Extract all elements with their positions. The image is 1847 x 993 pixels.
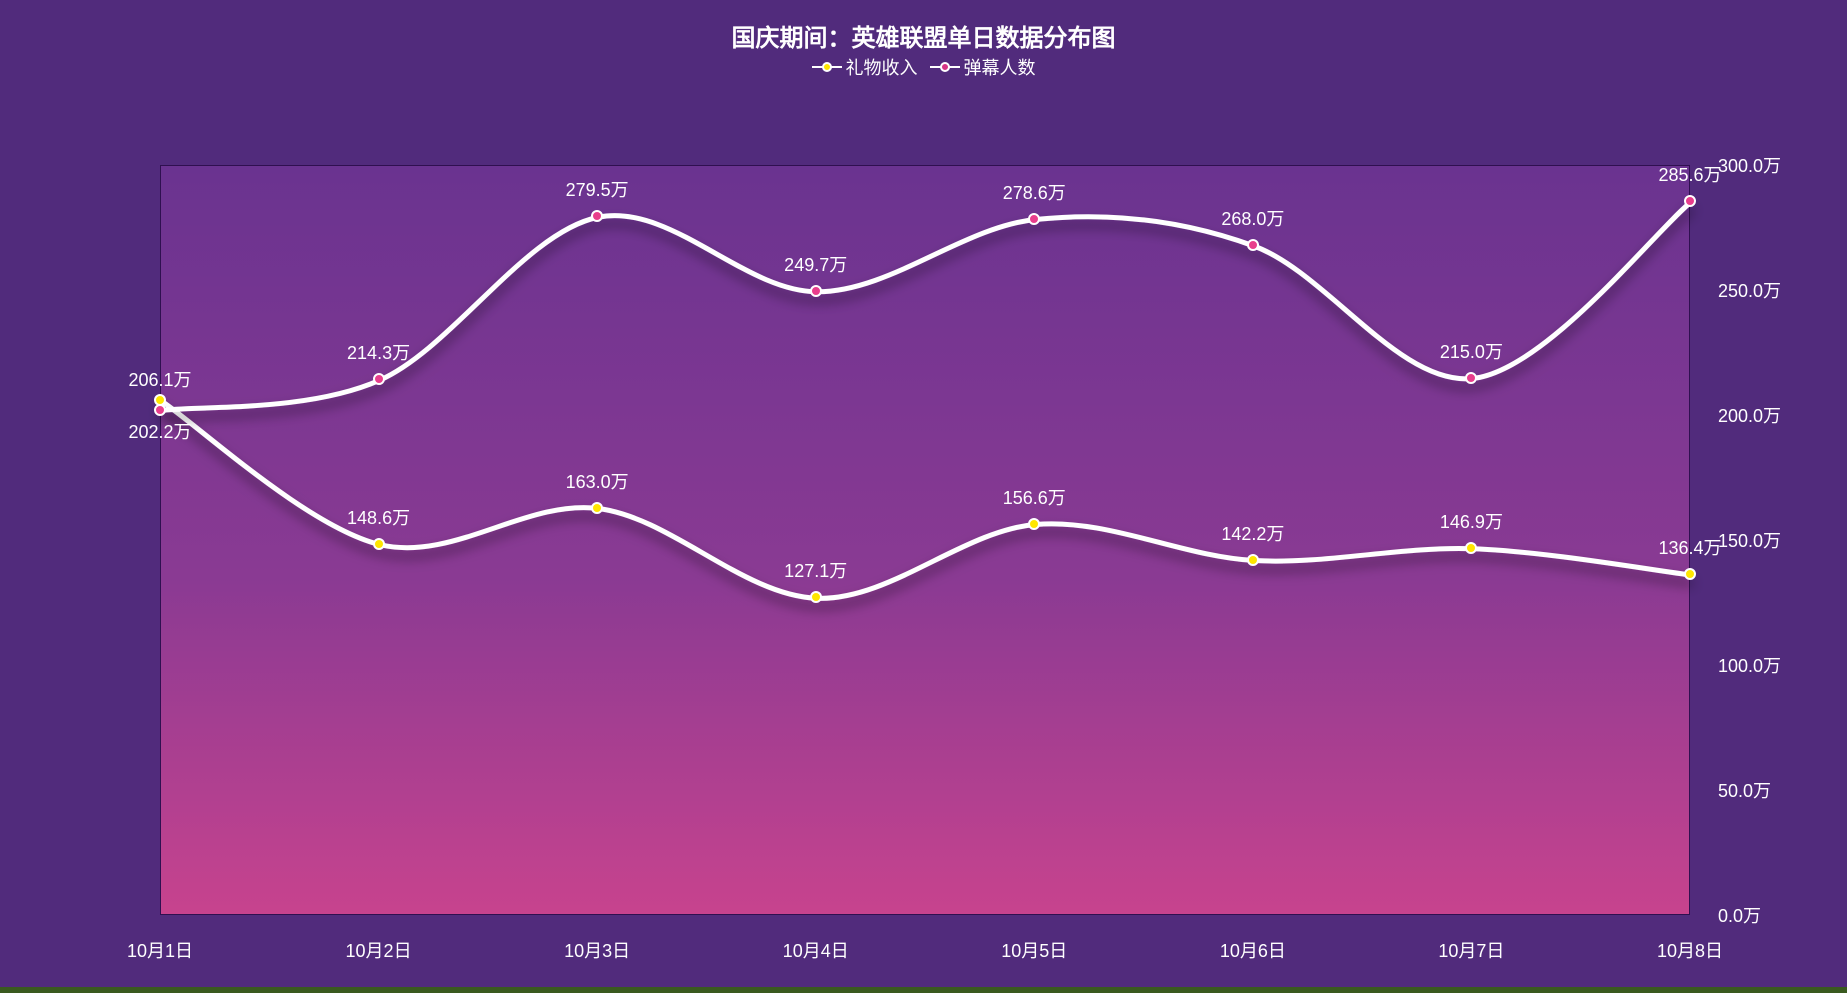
chart-root: 国庆期间：英雄联盟单日数据分布图 礼物收入 弹幕人数 0.0万 50.0万 100.0… <box>0 0 1847 993</box>
data-point-label: 214.3万 <box>347 339 410 365</box>
legend-item[interactable]: 弹幕人数 <box>930 54 1036 80</box>
data-point-marker[interactable] <box>1465 372 1477 384</box>
plot-background <box>161 166 1689 914</box>
x-axis-tick-label: 10月2日 <box>346 937 412 963</box>
line-layer <box>161 166 1691 916</box>
x-axis-tick-label: 10月1日 <box>127 937 193 963</box>
x-axis-tick-label: 10月7日 <box>1438 937 1504 963</box>
data-point-marker[interactable] <box>591 502 603 514</box>
data-point-marker[interactable] <box>1684 568 1696 580</box>
footer-bar <box>0 987 1847 993</box>
chart-title-bar: 国庆期间：英雄联盟单日数据分布图 <box>0 0 1847 53</box>
data-point-marker[interactable] <box>810 591 822 603</box>
data-point-label: 163.0万 <box>566 468 629 494</box>
data-point-marker[interactable] <box>1247 554 1259 566</box>
legend-label: 礼物收入 <box>846 54 918 80</box>
data-point-label: 127.1万 <box>784 557 847 583</box>
data-point-marker[interactable] <box>154 404 166 416</box>
data-point-label: 279.5万 <box>566 176 629 202</box>
data-point-label: 156.6万 <box>1003 484 1066 510</box>
chart-legend: 礼物收入 弹幕人数 <box>0 54 1847 80</box>
data-point-label: 148.6万 <box>347 504 410 530</box>
x-axis-tick-label: 10月8日 <box>1657 937 1723 963</box>
data-point-marker[interactable] <box>1684 195 1696 207</box>
series-line-gifts <box>161 401 1691 599</box>
data-point-label: 136.4万 <box>1658 534 1721 560</box>
legend-marker-icon <box>930 60 960 74</box>
y-axis-tick-label: 150.0万 <box>1718 527 1781 553</box>
y-axis-tick-label: 200.0万 <box>1718 402 1781 428</box>
data-point-label: 268.0万 <box>1221 205 1284 231</box>
data-point-label: 146.9万 <box>1440 508 1503 534</box>
data-point-label: 142.2万 <box>1221 520 1284 546</box>
x-axis-tick-label: 10月6日 <box>1220 937 1286 963</box>
y-axis-tick-label: 100.0万 <box>1718 652 1781 678</box>
chart-title: 国庆期间：英雄联盟单日数据分布图 <box>732 25 1116 52</box>
data-point-marker[interactable] <box>1247 239 1259 251</box>
data-point-marker[interactable] <box>373 373 385 385</box>
data-point-marker[interactable] <box>1028 213 1040 225</box>
data-point-label: 285.6万 <box>1658 161 1721 187</box>
legend-item[interactable]: 礼物收入 <box>812 54 918 80</box>
legend-label: 弹幕人数 <box>964 54 1036 80</box>
legend-marker-icon <box>812 60 842 74</box>
y-axis-tick-label: 250.0万 <box>1718 277 1781 303</box>
y-axis-tick-label: 50.0万 <box>1718 777 1771 803</box>
data-point-marker[interactable] <box>810 285 822 297</box>
data-point-marker[interactable] <box>373 538 385 550</box>
data-point-label: 206.1万 <box>128 366 191 392</box>
x-axis-tick-label: 10月5日 <box>1001 937 1067 963</box>
data-point-marker[interactable] <box>1028 518 1040 530</box>
data-point-label: 202.2万 <box>128 418 191 444</box>
x-axis-tick-label: 10月3日 <box>564 937 630 963</box>
plot-area <box>160 165 1690 915</box>
y-axis-tick-label: 300.0万 <box>1718 152 1781 178</box>
data-point-label: 278.6万 <box>1003 179 1066 205</box>
x-axis-tick-label: 10月4日 <box>783 937 849 963</box>
series-line-danmu <box>161 202 1691 411</box>
y-axis-tick-label: 0.0万 <box>1718 902 1761 928</box>
data-point-label: 215.0万 <box>1440 338 1503 364</box>
data-point-label: 249.7万 <box>784 251 847 277</box>
